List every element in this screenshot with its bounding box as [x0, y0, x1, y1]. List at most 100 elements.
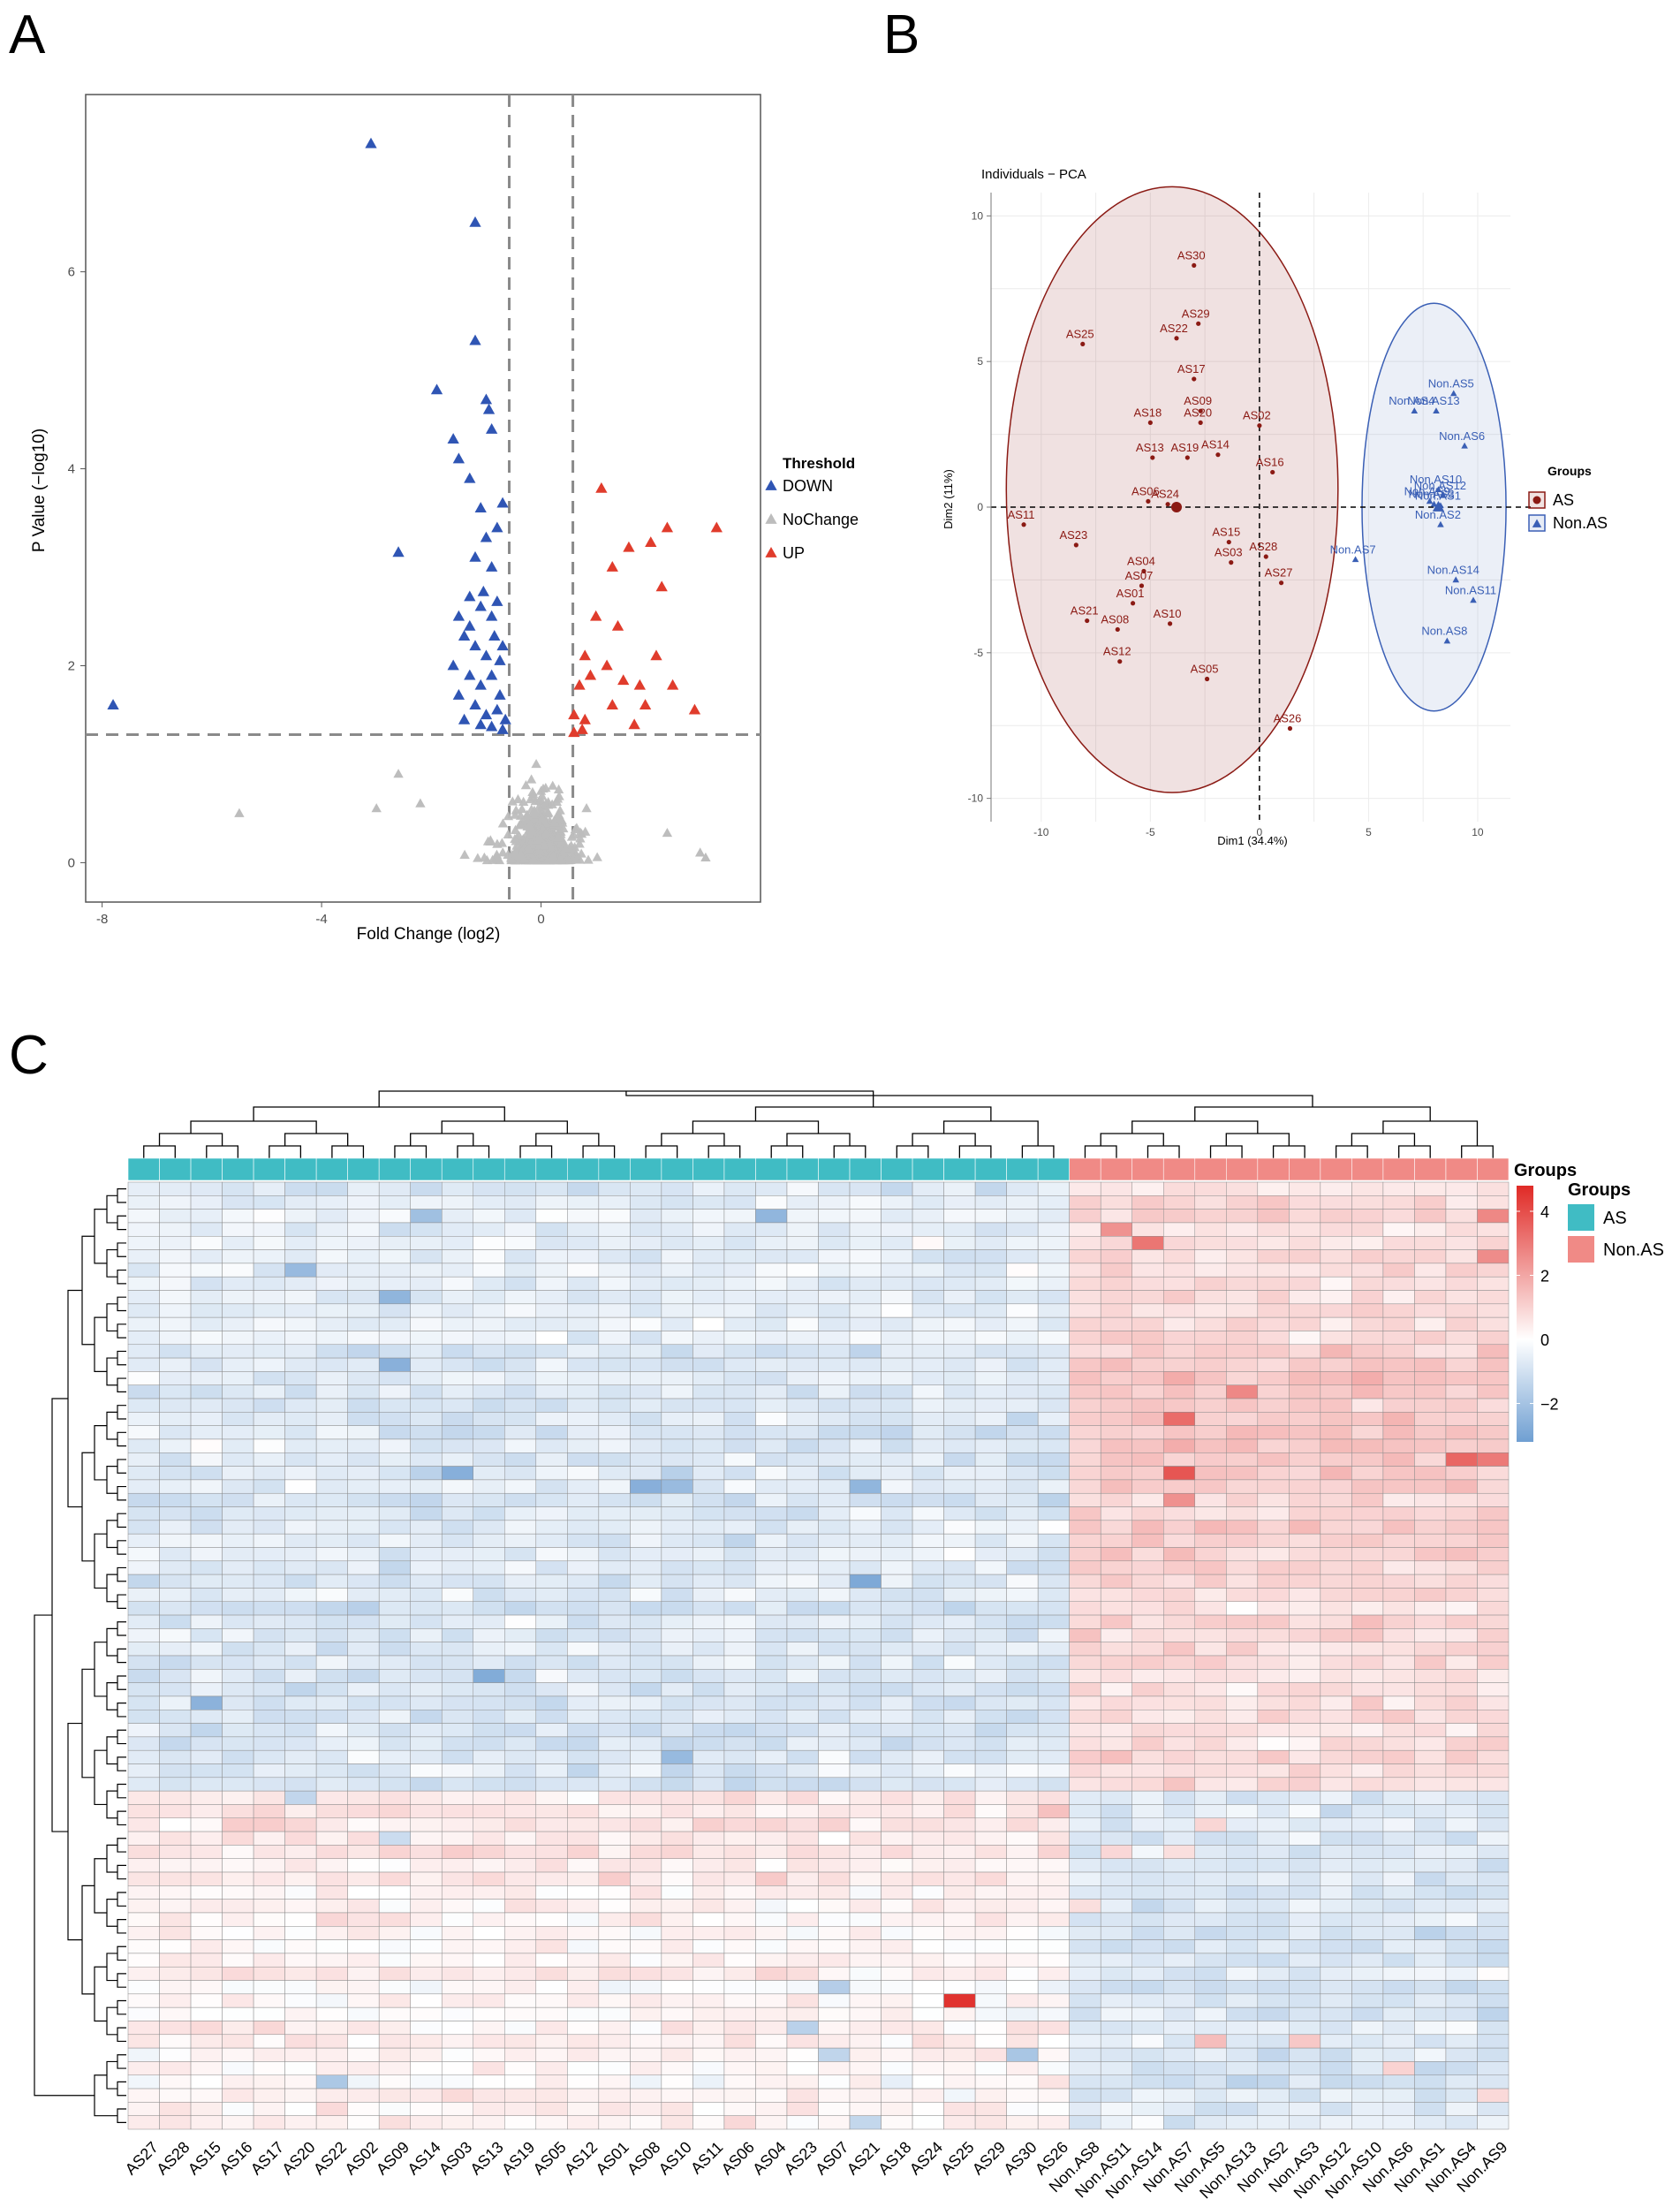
heatmap-cell [315, 1560, 348, 1575]
heatmap-cell [1100, 1520, 1132, 1535]
heatmap-cell [818, 2061, 851, 2075]
heatmap-cell [1194, 1506, 1227, 1521]
heatmap-cell [723, 1669, 756, 1683]
heatmap-cell [881, 1290, 913, 1305]
heatmap-cell [567, 1276, 600, 1291]
heatmap-cell [222, 1588, 254, 1602]
heatmap-cell [1194, 2115, 1227, 2130]
heatmap-column-dendrogram-branch [582, 1145, 616, 1158]
heatmap-cell [1257, 1588, 1290, 1602]
heatmap-cell [378, 1871, 411, 1886]
heatmap-cell [1257, 1939, 1290, 1954]
heatmap-cell [1289, 1574, 1321, 1589]
heatmap-cell [1069, 1222, 1101, 1237]
heatmap-cell [347, 1749, 380, 1764]
heatmap-cell [974, 1831, 1007, 1846]
volcano-down-point [469, 640, 481, 651]
heatmap-cell [410, 2006, 443, 2021]
heatmap-cell [504, 1506, 537, 1521]
heatmap-cell [912, 1316, 944, 1331]
heatmap-cell [1226, 2006, 1259, 2021]
volcano-nochange-point [523, 843, 534, 853]
heatmap-cell [1289, 1181, 1321, 1196]
heatmap-column-label: AS16 [216, 2138, 255, 2178]
heatmap-cell [1382, 1871, 1415, 1886]
heatmap-cell [912, 1966, 944, 1981]
heatmap-cell [881, 2061, 913, 2075]
heatmap-group-annotation-cell [1257, 1157, 1290, 1181]
heatmap-cell [1100, 1452, 1132, 1467]
volcano-nochange-point [497, 818, 509, 828]
heatmap-cell [222, 1736, 254, 1751]
heatmap-cell [1414, 1614, 1447, 1629]
heatmap-cell [692, 1763, 725, 1778]
heatmap-cell [504, 1412, 537, 1426]
heatmap-cell [378, 1939, 411, 1954]
heatmap-cell [1477, 1181, 1510, 1196]
heatmap-row-dendrogram-branch [106, 1303, 117, 1332]
heatmap-cell [661, 2034, 693, 2049]
heatmap-cell [1006, 1249, 1039, 1264]
heatmap-cell [1289, 1452, 1321, 1467]
heatmap-cell [1069, 1993, 1101, 2008]
heatmap-cell [315, 1669, 348, 1683]
heatmap-cell [473, 1669, 505, 1683]
heatmap-cell [315, 1209, 348, 1224]
heatmap-cell [1131, 1749, 1164, 1764]
heatmap-cell [127, 1520, 160, 1535]
heatmap-cell [1131, 2061, 1164, 2075]
heatmap-cell [1226, 1344, 1259, 1359]
heatmap-cell [786, 1871, 819, 1886]
heatmap-cell [1414, 2061, 1447, 2075]
heatmap-row-dendrogram-branch [81, 1885, 95, 1995]
heatmap-cell [1100, 1655, 1132, 1670]
heatmap-cell [1131, 1249, 1164, 1264]
heatmap-cell [1163, 1195, 1196, 1210]
heatmap-cell [535, 1479, 568, 1494]
heatmap-cell [881, 1655, 913, 1670]
heatmap-cell [723, 1560, 756, 1575]
heatmap-cell [1445, 1344, 1478, 1359]
heatmap-cell [159, 1412, 192, 1426]
heatmap-cell [473, 1384, 505, 1399]
heatmap-cell [786, 1357, 819, 1372]
heatmap-cell [253, 1506, 285, 1521]
heatmap-row-dendrogram-branch [117, 1323, 126, 1339]
volcano-nochange-point [558, 823, 569, 833]
heatmap-cell [943, 1926, 976, 1940]
heatmap-cell [190, 1438, 223, 1453]
heatmap-cell [786, 1966, 819, 1981]
pca-point-label: AS15 [1212, 526, 1240, 539]
heatmap-cell [315, 1263, 348, 1278]
heatmap-cell [284, 1222, 317, 1237]
heatmap-cell [127, 1642, 160, 1657]
heatmap-cell [378, 1845, 411, 1859]
heatmap-cell [1289, 1966, 1321, 1981]
heatmap-cell [1445, 2006, 1478, 2021]
heatmap-cell [190, 2115, 223, 2130]
heatmap-cell [1414, 1966, 1447, 1981]
heatmap-cell [1382, 2102, 1415, 2116]
heatmap-cell [1131, 1466, 1164, 1481]
heatmap-cell [190, 1452, 223, 1467]
heatmap-cell [1037, 1736, 1070, 1751]
heatmap-cell [1477, 1993, 1510, 2008]
heatmap-cell [1226, 2074, 1259, 2089]
heatmap-cell [1163, 2102, 1196, 2116]
heatmap-cell [598, 1871, 631, 1886]
heatmap-cell [849, 1209, 882, 1224]
heatmap-cell [347, 2102, 380, 2116]
heatmap-cell [755, 1763, 788, 1778]
heatmap-cell [598, 1993, 631, 2008]
pca-y-tick-label: 10 [972, 209, 984, 222]
heatmap-cell [692, 1371, 725, 1385]
pca-as-point [1226, 539, 1231, 545]
heatmap-cell [504, 2088, 537, 2103]
heatmap-cell [912, 1412, 944, 1426]
heatmap-cell [818, 1777, 851, 1792]
heatmap-cell [881, 1520, 913, 1535]
heatmap-cell [253, 1588, 285, 1602]
heatmap-cell [253, 1547, 285, 1562]
heatmap-group-annotation-cell [315, 1157, 348, 1181]
heatmap-cell [661, 1560, 693, 1575]
